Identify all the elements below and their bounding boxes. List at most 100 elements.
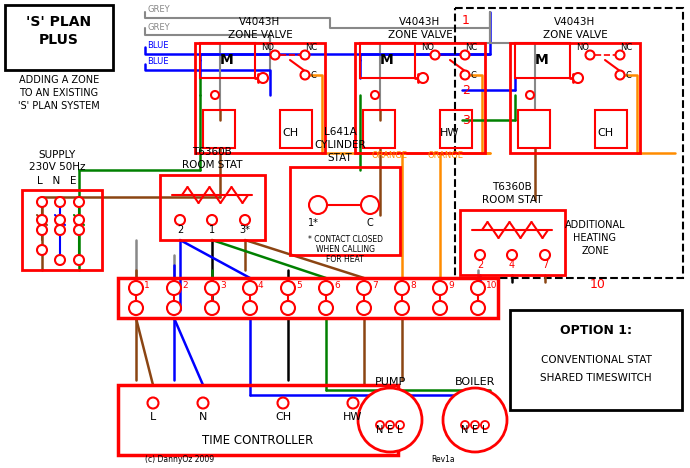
Bar (360, 43, 415, 78)
Text: 1*: 1* (308, 218, 319, 228)
Bar (355, 43, 485, 153)
Bar (5, 5, 113, 70)
Circle shape (301, 71, 310, 80)
Text: SUPPLY: SUPPLY (39, 150, 76, 160)
Text: V4043H: V4043H (554, 17, 595, 27)
Circle shape (37, 245, 47, 255)
Circle shape (615, 71, 624, 80)
Text: 2: 2 (182, 281, 188, 291)
Text: L   N   E: L N E (37, 176, 77, 186)
Bar (515, 43, 570, 78)
Circle shape (395, 301, 409, 315)
Text: Rev1a: Rev1a (431, 455, 455, 465)
Circle shape (197, 397, 208, 409)
Bar (510, 43, 640, 153)
Text: HW: HW (344, 412, 363, 422)
Text: CYLINDER: CYLINDER (314, 140, 366, 150)
Text: PLUS: PLUS (39, 33, 79, 47)
Text: L641A: L641A (324, 127, 356, 137)
Text: 4: 4 (509, 260, 515, 270)
Text: N: N (462, 425, 469, 435)
Circle shape (240, 215, 250, 225)
Text: CH: CH (275, 412, 291, 422)
Text: STAT: STAT (328, 153, 353, 163)
Text: 2: 2 (177, 225, 183, 235)
Text: L: L (397, 425, 403, 435)
Text: C: C (310, 71, 316, 80)
Circle shape (471, 421, 479, 429)
Circle shape (270, 51, 279, 59)
Circle shape (74, 225, 84, 235)
Circle shape (281, 301, 295, 315)
Text: ADDING A ZONE: ADDING A ZONE (19, 75, 99, 85)
Circle shape (357, 301, 371, 315)
Text: BLUE: BLUE (147, 41, 168, 50)
Text: 1: 1 (209, 225, 215, 235)
Circle shape (243, 281, 257, 295)
Text: C: C (470, 71, 476, 80)
Circle shape (460, 71, 469, 80)
Circle shape (481, 421, 489, 429)
Bar (455, 8, 683, 278)
Circle shape (471, 301, 485, 315)
Circle shape (358, 388, 422, 452)
Text: SHARED TIMESWITCH: SHARED TIMESWITCH (540, 373, 652, 383)
Bar (440, 110, 472, 148)
Text: 10: 10 (590, 278, 606, 292)
Text: FOR HEAT: FOR HEAT (326, 256, 364, 264)
Circle shape (431, 51, 440, 59)
Circle shape (443, 388, 507, 452)
Text: V4043H: V4043H (400, 17, 441, 27)
Text: V4043H: V4043H (239, 17, 281, 27)
Circle shape (74, 215, 84, 225)
Circle shape (507, 250, 517, 260)
Text: ZONE VALVE: ZONE VALVE (388, 30, 453, 40)
Circle shape (207, 215, 217, 225)
Text: 2: 2 (462, 83, 470, 96)
Text: ROOM STAT: ROOM STAT (181, 160, 242, 170)
Bar (200, 43, 255, 78)
Bar (203, 110, 235, 148)
Circle shape (37, 197, 47, 207)
Text: 4: 4 (258, 281, 264, 291)
Circle shape (395, 281, 409, 295)
Text: PUMP: PUMP (375, 377, 406, 387)
Circle shape (471, 281, 485, 295)
Circle shape (175, 215, 185, 225)
Text: HEATING: HEATING (573, 233, 616, 243)
Circle shape (37, 225, 47, 235)
Circle shape (396, 421, 404, 429)
Bar (118, 278, 498, 318)
Circle shape (167, 281, 181, 295)
Text: 3: 3 (462, 114, 470, 126)
Text: C: C (366, 218, 373, 228)
Circle shape (319, 281, 333, 295)
Text: L: L (150, 412, 156, 422)
Bar (518, 110, 550, 148)
Circle shape (55, 215, 65, 225)
Circle shape (55, 255, 65, 265)
Text: OPTION 1:: OPTION 1: (560, 323, 632, 336)
Text: N: N (376, 425, 384, 435)
Circle shape (281, 281, 295, 295)
Circle shape (526, 91, 534, 99)
Circle shape (129, 301, 143, 315)
Text: 'S' PLAN SYSTEM: 'S' PLAN SYSTEM (18, 101, 100, 111)
Bar (118, 385, 398, 455)
Text: 'S' PLAN: 'S' PLAN (26, 15, 92, 29)
Circle shape (74, 255, 84, 265)
Circle shape (615, 51, 624, 59)
Bar (510, 310, 682, 410)
Circle shape (205, 301, 219, 315)
Text: TO AN EXISTING: TO AN EXISTING (19, 88, 99, 98)
Circle shape (460, 51, 469, 59)
Text: T6360B: T6360B (492, 182, 532, 192)
Text: GREY: GREY (147, 6, 170, 15)
Bar (280, 110, 312, 148)
Bar (160, 175, 265, 240)
Text: 10: 10 (486, 281, 497, 291)
Text: 7: 7 (542, 260, 548, 270)
Text: N: N (199, 412, 207, 422)
Text: E: E (387, 425, 393, 435)
Circle shape (277, 397, 288, 409)
